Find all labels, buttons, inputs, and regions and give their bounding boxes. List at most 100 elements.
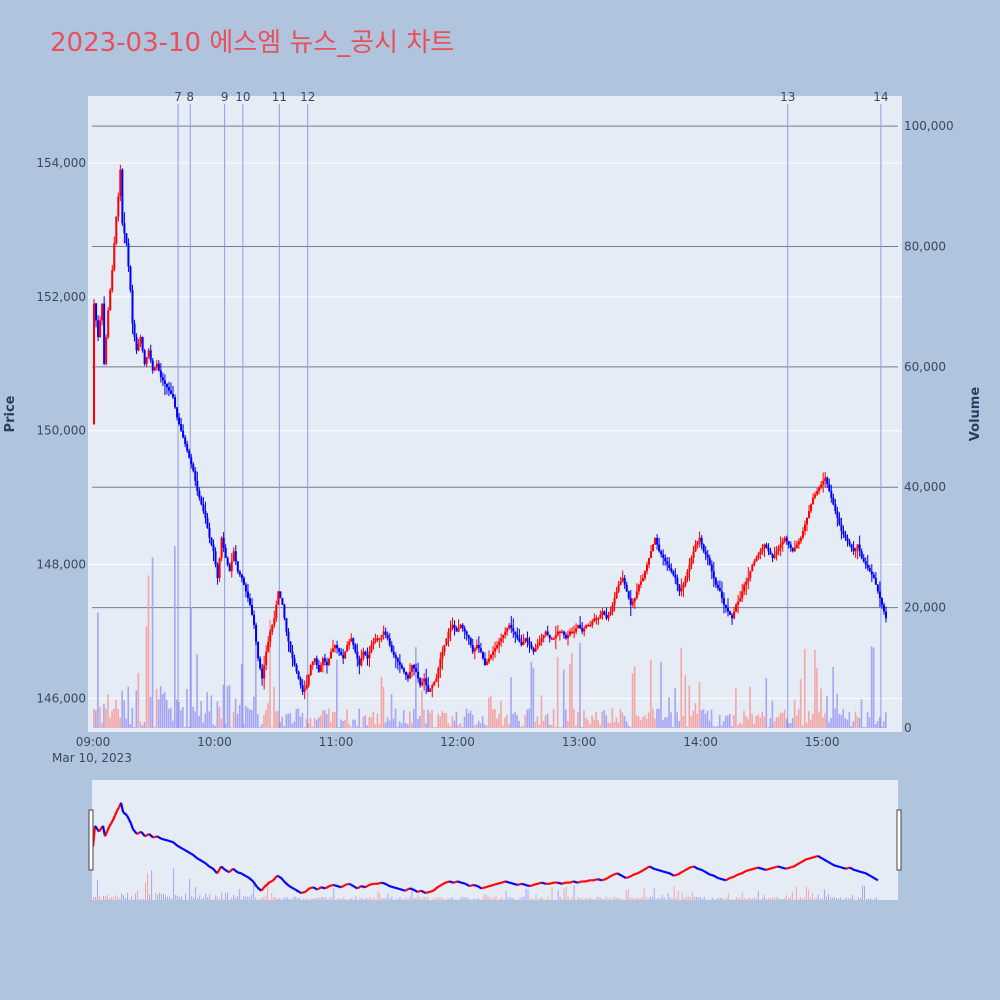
candle-body: [321, 658, 324, 666]
candle-body: [198, 490, 201, 498]
candle-body: [346, 644, 349, 652]
mini-price-segment: [434, 886, 439, 890]
mini-volume-bar: [563, 888, 565, 900]
volume-bar: [668, 697, 670, 728]
mini-price-segment: [781, 866, 785, 870]
mini-price-segment: [335, 884, 338, 888]
mini-price-segment: [122, 811, 126, 815]
mini-volume-bar: [455, 899, 457, 900]
mini-price-segment: [160, 837, 164, 841]
mini-volume-bar: [169, 896, 171, 900]
mini-volume-bar: [487, 896, 489, 900]
mini-price-segment: [661, 869, 665, 873]
volume-bar: [854, 711, 857, 728]
volume-bar: [791, 718, 794, 728]
volume-bar: [814, 650, 816, 728]
mini-volume-bar: [441, 897, 443, 900]
mini-price-segment: [525, 883, 528, 887]
mini-price-segment: [693, 865, 697, 869]
volume-bar: [186, 688, 188, 728]
volume-bar: [799, 679, 802, 728]
volume-bar: [639, 720, 642, 728]
volume-bar: [342, 721, 344, 728]
volume-bar: [157, 699, 160, 728]
candle-body: [307, 675, 310, 686]
candle-body: [236, 561, 239, 572]
mini-price-segment: [611, 873, 615, 877]
mini-volume-bar: [609, 898, 611, 900]
candle-body: [629, 598, 632, 605]
candle-body: [520, 641, 523, 645]
mini-volume-bar: [561, 898, 563, 900]
mini-volume-bar: [695, 896, 697, 900]
mini-volume-bar: [619, 898, 621, 900]
volume-bar: [502, 725, 504, 728]
volume-bar: [575, 725, 577, 728]
mini-volume-bar: [349, 898, 351, 900]
volume-bar: [380, 677, 383, 728]
candle-body: [334, 644, 337, 649]
mini-price-segment: [503, 880, 506, 884]
mini-price-segment: [266, 881, 270, 886]
mini-price-segment: [633, 872, 636, 876]
range-slider-right-handle[interactable]: [896, 809, 902, 871]
volume-bar: [443, 713, 446, 728]
mini-volume-bar: [107, 894, 109, 900]
mini-volume-bar: [581, 898, 583, 900]
mini-volume-bar: [381, 899, 383, 900]
candle-body: [218, 557, 221, 579]
range-slider-left-handle[interactable]: [88, 809, 94, 871]
range-slider[interactable]: [92, 780, 898, 900]
candle-body: [643, 571, 646, 579]
candle-body: [609, 611, 612, 615]
volume-bar: [374, 724, 377, 728]
volume-bar: [884, 712, 887, 728]
candle-body: [658, 544, 661, 552]
mini-price-segment: [310, 886, 314, 889]
volume-tick-label: 40,000: [904, 480, 946, 494]
mini-volume-bar: [117, 896, 119, 900]
volume-bar: [548, 724, 551, 728]
mini-volume-bar: [785, 895, 787, 900]
mini-price-segment: [363, 885, 366, 889]
mini-price-segment: [172, 841, 176, 845]
mini-volume-bar: [137, 890, 139, 900]
candle-body: [151, 360, 154, 371]
volume-bar: [808, 711, 810, 728]
mini-volume-bar: [773, 897, 775, 900]
mini-volume-bar: [411, 885, 413, 900]
volume-bar: [769, 718, 772, 728]
mini-volume-bar: [615, 897, 617, 900]
volume-bar: [635, 715, 638, 728]
mini-price-segment: [152, 835, 156, 839]
volume-bar: [386, 717, 389, 728]
candle-body: [583, 628, 586, 632]
mini-volume-bar: [845, 897, 847, 900]
candle-body: [743, 584, 746, 592]
mini-volume-bar: [343, 896, 345, 900]
mini-price-segment: [386, 883, 390, 888]
mini-volume-bar: [617, 897, 619, 900]
mini-price-segment: [827, 860, 831, 864]
mini-price-segment: [743, 870, 747, 874]
candle-body: [854, 547, 857, 552]
mini-price-segment: [333, 883, 336, 887]
candle-body: [820, 484, 823, 488]
mini-price-segment: [653, 867, 657, 871]
volume-bar: [492, 709, 494, 728]
candle-body: [558, 631, 561, 634]
mini-price-segment: [873, 877, 877, 881]
mini-price-segment: [328, 884, 332, 888]
volume-bar: [789, 723, 792, 728]
volume-bar: [840, 714, 843, 728]
candle-body: [593, 618, 596, 622]
mini-price-segment: [361, 885, 364, 888]
volume-bar: [726, 715, 729, 728]
mini-price-segment: [168, 839, 172, 843]
candle-body: [479, 648, 482, 652]
volume-bar: [793, 699, 796, 728]
mini-price-segment: [495, 882, 498, 886]
mini-price-segment: [260, 887, 265, 892]
mini-volume-bar: [701, 898, 703, 900]
